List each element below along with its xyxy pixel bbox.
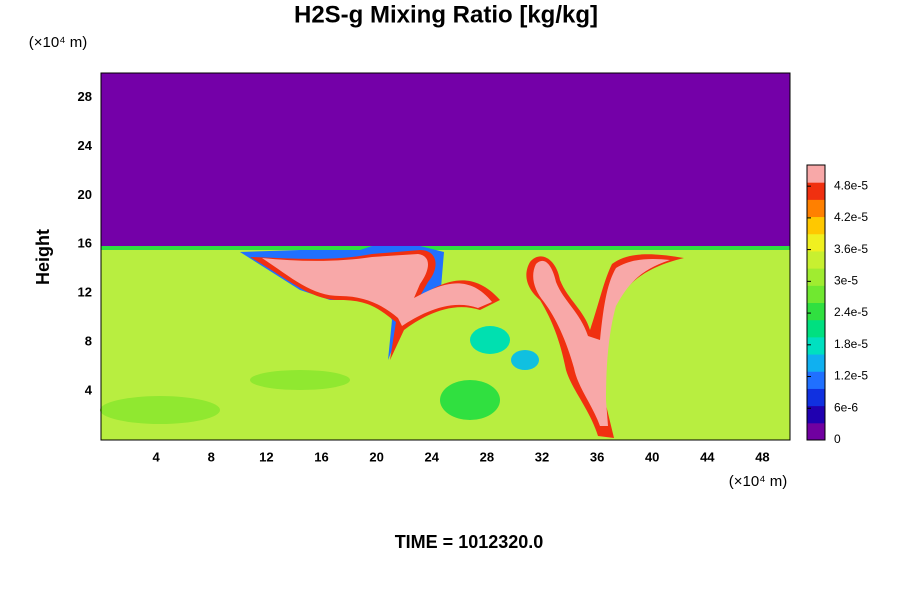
colorbar-swatch: [807, 354, 825, 372]
x-tick-label: 36: [590, 449, 604, 464]
field-patch: [440, 380, 500, 420]
colorbar-tick-label: 1.8e-5: [834, 337, 868, 351]
colorbar-swatch: [807, 285, 825, 303]
colorbar-tick-label: 3.6e-5: [834, 242, 868, 256]
field-plume: [262, 254, 492, 326]
field: [100, 73, 790, 440]
x-tick-label: 40: [645, 449, 659, 464]
x-tick-label: 4: [153, 449, 161, 464]
plot-frame: [100, 72, 791, 441]
colorbar-tick-label: 2.4e-5: [834, 305, 868, 319]
colorbar-swatch: [807, 182, 825, 200]
x-tick-label: 12: [259, 449, 273, 464]
y-tick-label: 8: [85, 334, 92, 349]
field-patch: [511, 350, 539, 370]
x-tick-label: 48: [755, 449, 769, 464]
colorbar-swatch: [807, 199, 825, 218]
colorbar-swatch: [807, 388, 825, 407]
y-tick-label: 16: [78, 236, 92, 251]
field-patch: [250, 370, 350, 390]
y-tick-label: 20: [78, 187, 92, 202]
colorbar-swatch: [807, 405, 825, 424]
x-tick-label: 28: [480, 449, 494, 464]
y-axis-label: Height: [33, 229, 53, 285]
colorbar-tick-label: 3e-5: [834, 274, 858, 288]
time-label: TIME = 1012320.0: [395, 532, 544, 552]
x-tick-label: 44: [700, 449, 715, 464]
y-tick-label: 24: [78, 138, 93, 153]
colorbar-swatch: [807, 302, 825, 321]
x-tick-label: 8: [208, 449, 215, 464]
colorbar-tick-label: 4.2e-5: [834, 210, 868, 224]
field-plume: [533, 258, 670, 426]
x-tick-label: 16: [314, 449, 328, 464]
colorbar-tick-label: 0: [834, 432, 841, 446]
field-patch: [470, 326, 510, 354]
y-unit-label: (×10⁴ m): [29, 34, 88, 51]
x-tick-label: 32: [535, 449, 549, 464]
colorbar-frame: [806, 164, 826, 441]
colorbar-swatch: [807, 233, 825, 252]
colorbar-tick-label: 1.2e-5: [834, 369, 868, 383]
x-unit-label: (×10⁴ m): [729, 473, 788, 490]
colorbar-swatch: [807, 336, 825, 355]
chart-title: H2S-g Mixing Ratio [kg/kg]: [294, 1, 598, 28]
colorbar-swatch: [807, 250, 825, 269]
colorbar-swatch: [807, 268, 825, 286]
colorbar-swatch: [807, 422, 825, 441]
field-patch: [100, 396, 220, 424]
y-tick-label: 12: [78, 285, 92, 300]
x-tick-label: 24: [424, 449, 439, 464]
x-tick-label: 20: [369, 449, 383, 464]
colorbar-swatch: [807, 216, 825, 235]
colorbar-swatch: [807, 371, 825, 389]
colorbar-tick-label: 4.8e-5: [834, 178, 868, 192]
colorbar-swatch: [807, 165, 825, 183]
y-tick-label: 4: [85, 383, 93, 398]
y-tick-label: 28: [78, 89, 92, 104]
colorbar-swatch: [807, 319, 825, 338]
colorbar-tick-label: 6e-6: [834, 400, 858, 414]
